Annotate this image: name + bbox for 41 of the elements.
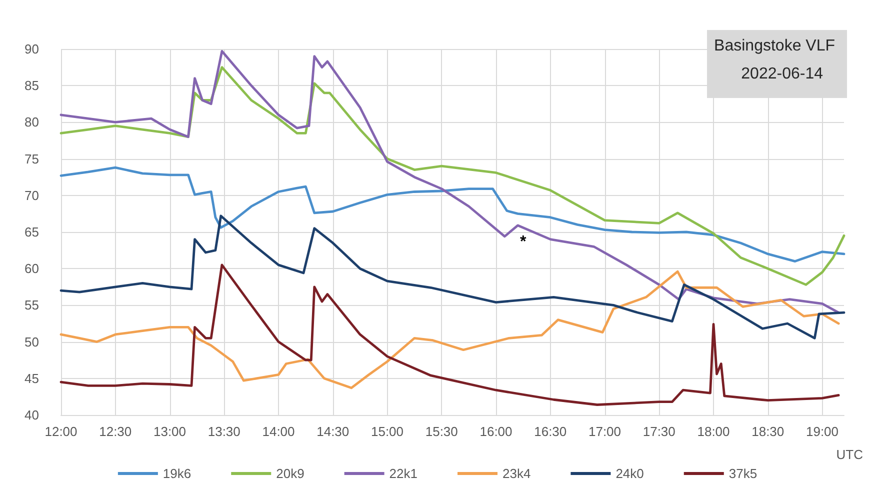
y-tick-label: 80	[24, 114, 39, 130]
y-tick-label: 40	[24, 408, 39, 422]
x-tick-label: 19:00	[806, 424, 839, 439]
x-tick-label: 14:00	[262, 424, 295, 439]
x-tick-label: 18:00	[697, 424, 730, 439]
x-tick-label: 18:30	[752, 424, 784, 439]
x-tick-label: 15:00	[370, 424, 404, 439]
legend-label: 24k0	[616, 466, 644, 481]
x-tick-label: 12:00	[44, 424, 78, 439]
line-series	[60, 214, 846, 340]
x-tick-label: 13:30	[208, 424, 240, 439]
line-series	[60, 264, 840, 406]
line-series	[60, 166, 846, 262]
x-tick-label: 16:30	[534, 424, 567, 439]
x-tick-label: 16:00	[480, 424, 512, 439]
x-tick-label: 13:00	[153, 424, 186, 439]
legend-label: 23k4	[502, 466, 531, 481]
y-tick-label: 70	[24, 188, 39, 203]
chart-title: Basingstoke VLF	[714, 38, 836, 54]
x-tick-label: 15:30	[425, 424, 458, 439]
y-tick-label: 55	[24, 298, 39, 313]
legend-label: 22k1	[389, 466, 418, 481]
legend-label: 37k5	[728, 466, 758, 481]
line-series	[60, 270, 840, 390]
annotation: *	[520, 234, 527, 250]
legend-label: 19k6	[162, 466, 192, 481]
text: 2022-06-14	[741, 66, 824, 82]
y-tick-label: 85	[24, 78, 39, 94]
line-series	[60, 66, 846, 286]
y-tick-label: 60	[24, 261, 39, 276]
legend-label: 20k9	[276, 466, 304, 481]
x-axis-title: UTC	[836, 447, 863, 462]
x-tick-label: 14:30	[316, 424, 350, 439]
y-tick-label: 45	[24, 370, 39, 386]
y-tick-label: 90	[24, 42, 39, 56]
y-tick-label: 50	[24, 334, 39, 350]
y-tick-label: 75	[24, 151, 39, 166]
x-tick-label: 17:00	[588, 424, 622, 439]
x-tick-label: 17:30	[642, 424, 676, 439]
x-tick-label: 12:30	[99, 424, 132, 439]
y-tick-label: 65	[24, 224, 39, 240]
